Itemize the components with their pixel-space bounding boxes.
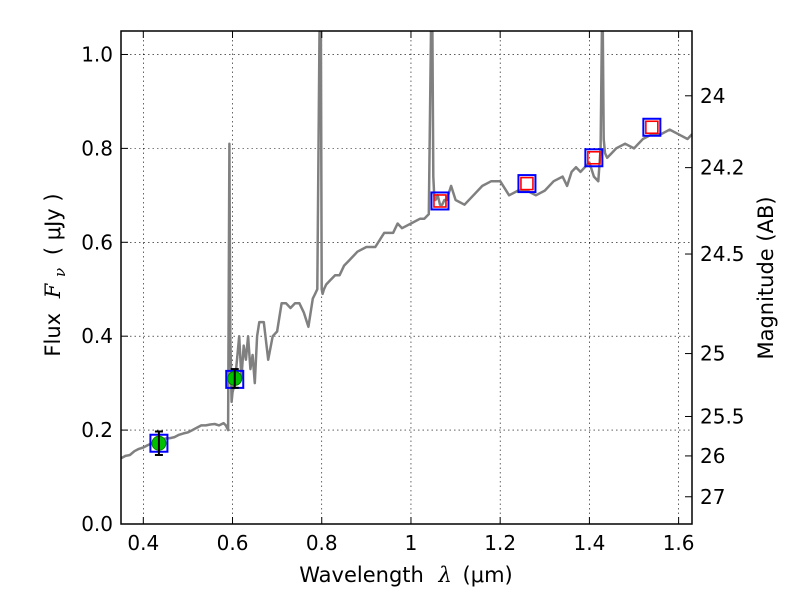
y-axis-label-text: Flux [41,313,65,357]
grid [121,31,692,525]
y2-tick-label: 25 [700,342,725,366]
y-tick-label: 1.0 [81,42,113,66]
x-tick-label: 1 [405,531,418,555]
red-square-marker [587,150,601,165]
plot-frame [120,30,693,525]
blue-square-marker [642,117,662,137]
y-axis-label-symbol: F [41,282,65,299]
red-square-marker [520,176,534,191]
y-tick-label: 0.2 [81,418,113,442]
y2-tick-label: 24.5 [700,242,745,266]
photometry-points [149,117,662,456]
spectrum-series [121,31,692,460]
x-tick-label: 0.8 [306,531,338,555]
y-tick-label: 0.6 [81,230,113,254]
y-axis-label: Flux F ν ( μJy ) [41,193,70,356]
y2-tick-label: 24.2 [700,156,745,180]
y2-axis-label: Magnitude (AB) [754,196,778,359]
red-square-marker [433,194,447,208]
x-tick-label: 1.2 [484,531,516,555]
x-axis-label-unit: (μm) [463,563,513,587]
y-tick-label: 0.4 [81,324,113,348]
blue-square-marker [584,148,604,168]
y2-tick-label: 26 [700,444,725,468]
blue-square-marker [517,174,537,194]
x-tick-label: 1.6 [663,531,695,555]
x-tick-label: 0.6 [217,531,249,555]
y2-tick-label: 27 [700,485,725,509]
red-square-marker [645,120,659,135]
y2-tick-label: 24 [700,84,725,108]
x-axis-label-text: Wavelength [299,563,424,587]
axis-ticks: 0.4 0.6 0.8 1 1.2 1.4 1.6 0.0 0.2 0.4 0.6 0.8 1.0 24 2… [81,31,745,555]
x-tick-label: 1.4 [573,531,605,555]
blue-square-marker [430,191,450,211]
y-tick-label: 0.8 [81,136,113,160]
y-axis-label-subscript: ν [51,268,69,277]
x-axis-label: Wavelength λ (μm) [299,563,512,587]
y-tick-label: 0.0 [81,512,113,536]
y2-tick-label: 25.5 [700,404,745,428]
x-axis-label-symbol: λ [438,563,452,587]
y-axis-label-unit: ( μJy ) [41,193,65,255]
spectrum-line [121,31,692,460]
x-tick-label: 0.4 [127,531,159,555]
